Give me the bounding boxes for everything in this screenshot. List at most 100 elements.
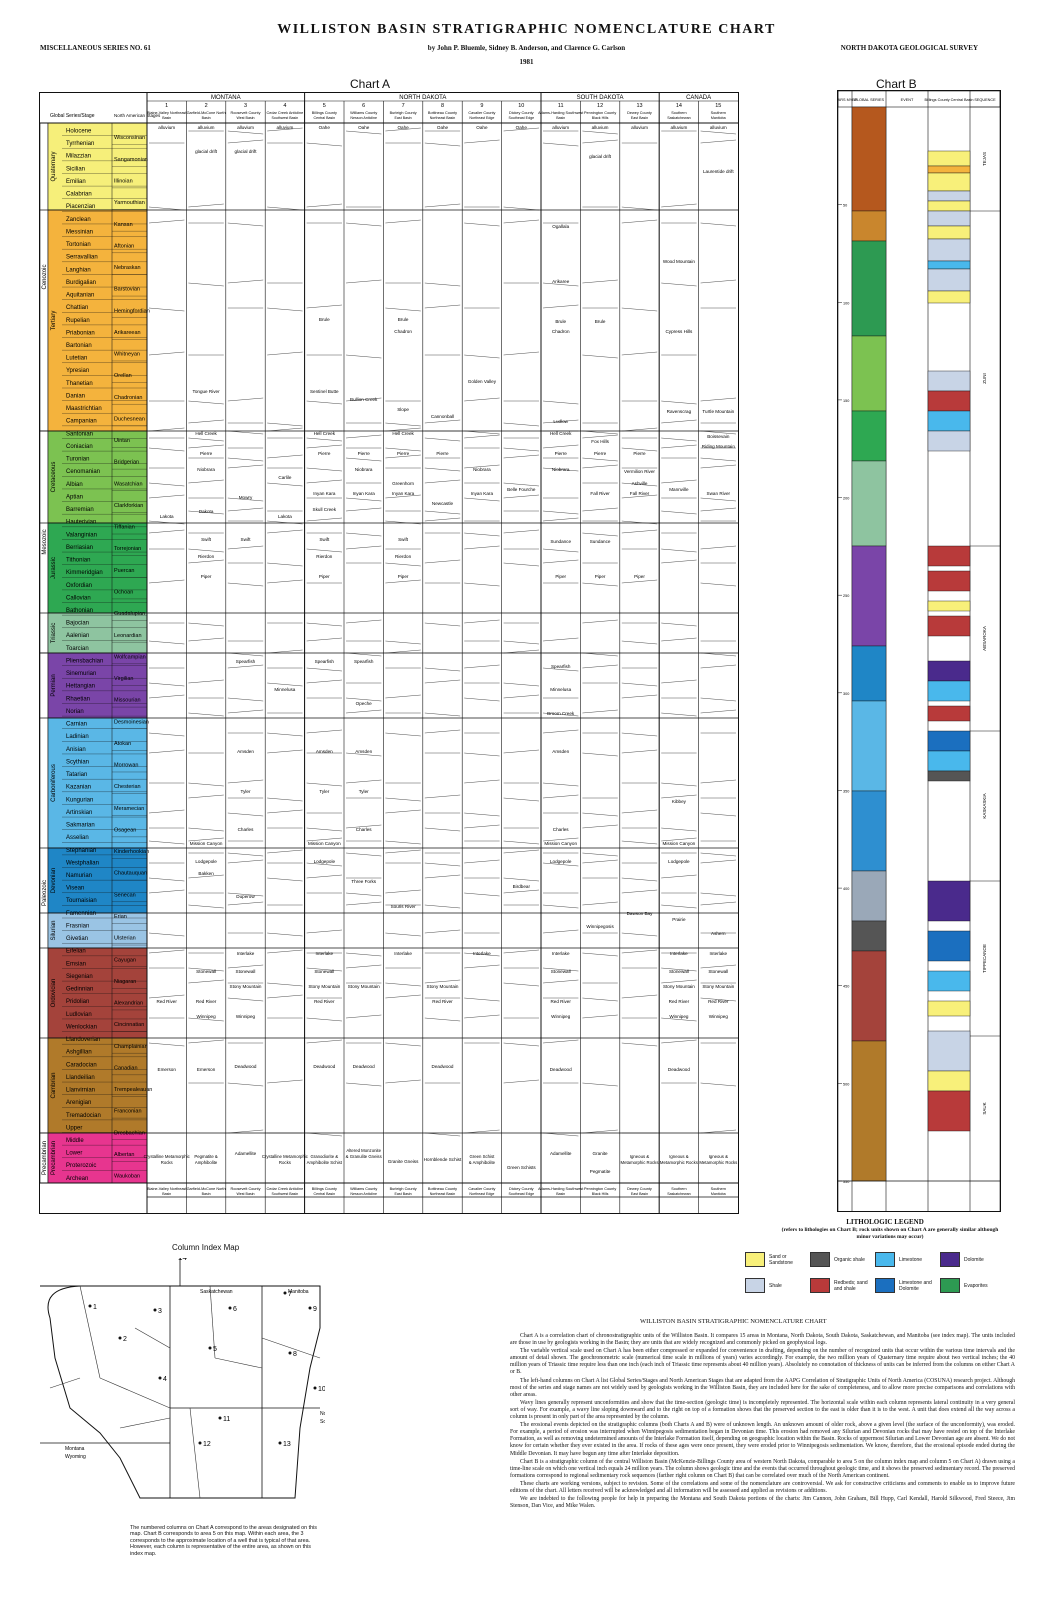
formation-boundary — [542, 559, 579, 564]
formation-boundary — [424, 142, 461, 147]
area-name-bottom: Adams-Harding Southwest — [538, 1187, 584, 1191]
formation-label: Rierdon — [198, 554, 215, 559]
column-number: 15 — [715, 103, 721, 109]
legend-label: Dolomite — [964, 1256, 984, 1263]
stage-label: Toarcian — [66, 646, 89, 652]
formation-boundary — [385, 694, 421, 699]
formation-label: Fall River — [630, 491, 650, 496]
formation-boundary — [621, 732, 658, 737]
formation-boundary — [700, 892, 737, 897]
area-name-bottom-sub: East Basin — [631, 1192, 648, 1196]
formation-boundary — [661, 904, 697, 909]
formation-label: Stony Mountain — [230, 984, 262, 989]
formation-boundary — [503, 640, 540, 645]
formation-boundary — [464, 812, 500, 817]
formation-boundary — [148, 877, 185, 882]
area-name-bottom: Roosevelt County — [231, 1187, 261, 1191]
area-name-bottom-sub: Saskatchewan — [667, 1192, 690, 1196]
formation-boundary — [621, 529, 658, 534]
formation-boundary — [345, 354, 382, 359]
formation-boundary — [306, 1017, 343, 1022]
era-label: Paleozoic — [42, 880, 48, 906]
stage-label: Wenlockian — [66, 1024, 97, 1030]
area-divider — [189, 1407, 201, 1499]
formation-boundary — [385, 809, 421, 814]
year-label: 1981 — [519, 58, 534, 66]
formation-boundary — [542, 510, 579, 515]
scale-label: 550 — [843, 1180, 849, 1184]
formation-label: Sundance — [590, 539, 611, 544]
formation-boundary — [542, 729, 579, 734]
formation-boundary — [621, 949, 658, 954]
stage-label: Tremadocian — [66, 1113, 101, 1119]
formation-label: Oahe — [437, 125, 449, 130]
formation-boundary — [700, 507, 737, 512]
formation-boundary — [306, 1132, 343, 1137]
stage-label: Tithonian — [66, 558, 90, 564]
stage-label: Valanginian — [66, 532, 97, 538]
formation-boundary — [621, 682, 658, 687]
series-block — [851, 545, 887, 647]
column-number: 12 — [597, 103, 603, 109]
formation-boundary — [385, 797, 421, 802]
text-paragraph: The variable vertical scale used on Char… — [510, 1348, 1015, 1376]
formation-boundary — [148, 307, 185, 312]
formation-boundary — [542, 444, 579, 449]
formation-label: Stony Mountain — [427, 984, 459, 989]
formation-boundary — [385, 427, 421, 432]
formation-boundary — [188, 904, 224, 909]
formation-boundary — [385, 849, 421, 854]
formation-label: Sentinel Butte — [310, 389, 339, 394]
lithology-block — [927, 930, 971, 962]
formation-label: Bakken — [198, 871, 214, 876]
formation-boundary — [306, 437, 343, 442]
formation-label: Mannville — [669, 487, 689, 492]
formation-boundary — [424, 679, 461, 684]
formation-boundary — [503, 877, 540, 882]
legend-label: Limestone and Dolomite — [899, 1279, 932, 1292]
formation-boundary — [345, 130, 382, 135]
formation-boundary — [424, 559, 461, 564]
formation-boundary — [542, 782, 579, 787]
formation-label: Minnelusa — [550, 687, 571, 692]
well-point — [218, 1416, 222, 1420]
area-number: 5 — [213, 1346, 217, 1353]
formation-boundary — [542, 517, 579, 522]
formation-label-cont: Rocks — [161, 1160, 173, 1165]
formation-label: alluvium — [198, 125, 215, 130]
area-divider — [119, 1417, 171, 1429]
na-stage-label: Chadronian — [114, 395, 142, 401]
formation-label: alluvium — [631, 125, 648, 130]
stage-label: Kazanian — [66, 785, 91, 791]
col-header-series: Global Series/Stage — [50, 113, 95, 119]
formation-boundary — [306, 862, 343, 867]
formation-boundary — [148, 640, 185, 645]
formation-boundary — [227, 279, 264, 284]
column-number: 2 — [205, 103, 208, 109]
map-label: 14 — [178, 1258, 187, 1262]
formation-boundary — [267, 994, 303, 999]
area-name: Williams County — [350, 111, 377, 115]
legend-title: LITHOLOGIC LEGEND — [846, 1218, 924, 1226]
formation-boundary — [148, 932, 185, 937]
formation-boundary — [542, 400, 579, 405]
region-label: SOUTH DAKOTA — [577, 95, 624, 101]
stage-label: Pliensbachian — [66, 658, 103, 664]
formation-boundary — [621, 889, 658, 894]
formation-boundary — [503, 351, 540, 356]
formation-label: Red River — [432, 999, 453, 1004]
formation-boundary — [661, 444, 697, 449]
formation-boundary — [267, 127, 303, 132]
scale-label: 400 — [843, 887, 849, 891]
formation-label: Red River — [196, 999, 217, 1004]
formation-boundary — [227, 545, 264, 550]
formation-boundary — [306, 304, 343, 309]
legend-item: Shale — [745, 1278, 809, 1293]
formation-boundary — [661, 437, 697, 442]
formation-boundary — [621, 206, 658, 211]
formation-boundary — [582, 812, 618, 817]
formation-label: Red River — [669, 999, 690, 1004]
formation-boundary — [621, 579, 658, 584]
column-number: 4 — [283, 103, 286, 109]
formation-boundary — [424, 929, 461, 934]
